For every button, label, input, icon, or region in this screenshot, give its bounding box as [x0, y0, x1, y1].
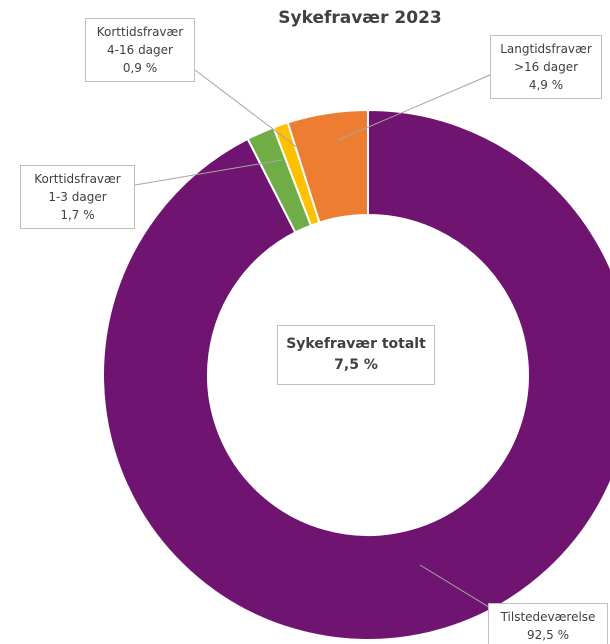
data-label: Korttidsfravær 1-3 dager 1,7 % — [20, 165, 135, 229]
donut-segment — [286, 108, 369, 224]
leader-line — [194, 69, 299, 149]
chart-title: Sykefravær 2023 — [278, 8, 442, 28]
data-label: Tilstedeværelse 92,5 % — [488, 603, 608, 644]
label-value: 4,9 % — [528, 78, 564, 92]
leader-line — [134, 159, 283, 186]
donut-segment — [102, 108, 610, 641]
label-value: 0,9 % — [122, 61, 158, 75]
label-name: Korttidsfravær 4-16 dager — [96, 25, 184, 57]
label-value: 1,7 % — [60, 208, 95, 222]
label-name: Langtidsfravær >16 dager — [500, 42, 592, 74]
label-value: 92,5 % — [527, 628, 569, 642]
leader-line — [337, 74, 491, 141]
center-value: 7,5 % — [334, 357, 378, 373]
center-text: Sykefravær totalt — [286, 336, 426, 352]
data-label: Korttidsfravær 4-16 dager 0,9 % — [85, 18, 195, 82]
center-label: Sykefravær totalt 7,5 % — [277, 325, 435, 385]
label-name: Korttidsfravær 1-3 dager — [34, 172, 121, 204]
data-label: Langtidsfravær >16 dager 4,9 % — [490, 35, 602, 99]
label-name: Tilstedeværelse — [500, 610, 596, 624]
